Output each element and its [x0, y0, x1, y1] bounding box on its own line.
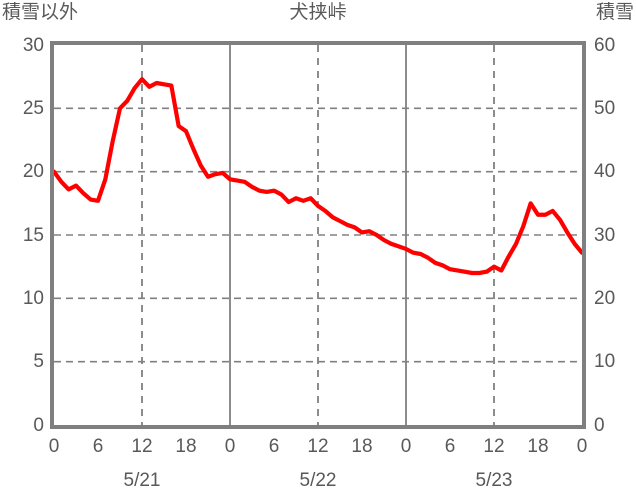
x-axis-tick-label: 6: [268, 436, 280, 457]
chart-canvas: [54, 45, 582, 425]
y-axis-right-tick-label: 20: [594, 287, 616, 309]
y-axis-right-tick-label: 60: [594, 34, 616, 56]
x-axis-day-label: 5/22: [299, 470, 337, 491]
y-axis-left-tick-label: 15: [22, 224, 44, 246]
x-axis-tick-label: 0: [576, 436, 588, 457]
y-axis-left-tick-label: 30: [22, 34, 44, 56]
x-axis-tick-label: 12: [307, 436, 329, 457]
right-axis-title: 積雪: [595, 2, 634, 23]
y-axis-right-tick-label: 30: [594, 224, 616, 246]
x-axis-tick-label: 6: [92, 436, 104, 457]
x-axis-tick-label: 6: [444, 436, 456, 457]
x-axis-tick-label: 12: [131, 436, 153, 457]
x-axis-tick-label: 0: [224, 436, 236, 457]
y-axis-left-tick-label: 20: [22, 161, 44, 183]
y-axis-right-tick-label: 50: [594, 97, 616, 119]
x-axis-day-label: 5/23: [475, 470, 513, 491]
chart-title: 犬挟峠: [289, 2, 347, 23]
x-axis-day-label: 5/21: [123, 470, 161, 491]
x-axis-tick-label: 0: [400, 436, 412, 457]
x-axis-tick-label: 18: [175, 436, 197, 457]
y-axis-right-tick-label: 0: [594, 414, 605, 436]
y-axis-right-tick-label: 40: [594, 161, 616, 183]
y-axis-left-tick-label: 25: [22, 97, 44, 119]
y-axis-left-tick-label: 5: [33, 351, 44, 373]
x-axis-tick-label: 0: [48, 436, 60, 457]
plot-area: [50, 41, 586, 429]
x-axis-tick-label: 12: [483, 436, 505, 457]
left-axis-title: 積雪以外: [2, 2, 79, 23]
x-axis-tick-label: 18: [527, 436, 549, 457]
plot-inner: [54, 45, 582, 425]
y-axis-right-tick-label: 10: [594, 351, 616, 373]
y-axis-left-tick-label: 10: [22, 287, 44, 309]
x-axis-tick-label: 18: [351, 436, 373, 457]
data-series-line: [54, 77, 582, 276]
y-axis-left-tick-label: 0: [33, 414, 44, 436]
